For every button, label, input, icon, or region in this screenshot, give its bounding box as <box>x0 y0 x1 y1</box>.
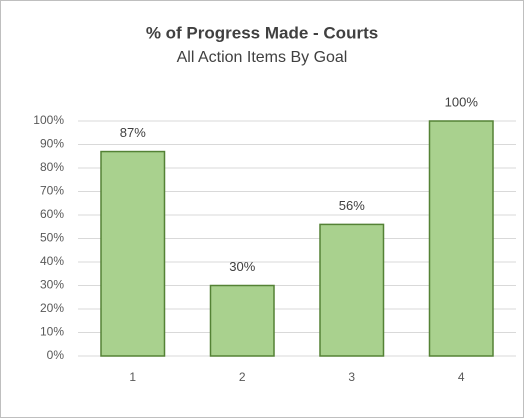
data-label: 56% <box>339 198 365 213</box>
y-tick-label: 80% <box>40 160 64 174</box>
data-label: 87% <box>120 125 146 140</box>
data-label: 30% <box>229 259 255 274</box>
y-tick-label: 20% <box>40 301 64 315</box>
data-label: 100% <box>445 94 479 109</box>
bar <box>100 150 166 357</box>
y-tick-label: 100% <box>33 113 64 127</box>
bar <box>209 284 275 357</box>
x-tick-label: 3 <box>348 370 355 384</box>
x-tick-label: 4 <box>458 370 465 384</box>
x-tick-label: 1 <box>129 370 136 384</box>
bar <box>319 223 385 357</box>
y-tick-label: 90% <box>40 137 64 151</box>
y-tick-label: 10% <box>40 325 64 339</box>
y-tick-label: 50% <box>40 231 64 245</box>
y-tick-label: 40% <box>40 254 64 268</box>
y-tick-label: 70% <box>40 184 64 198</box>
chart-subtitle: All Action Items By Goal <box>177 49 348 66</box>
y-tick-label: 60% <box>40 207 64 221</box>
y-tick-label: 30% <box>40 278 64 292</box>
chart-title: % of Progress Made - Courts <box>146 23 378 42</box>
x-tick-label: 2 <box>239 370 246 384</box>
y-tick-label: 0% <box>47 348 65 362</box>
bar <box>428 120 494 357</box>
